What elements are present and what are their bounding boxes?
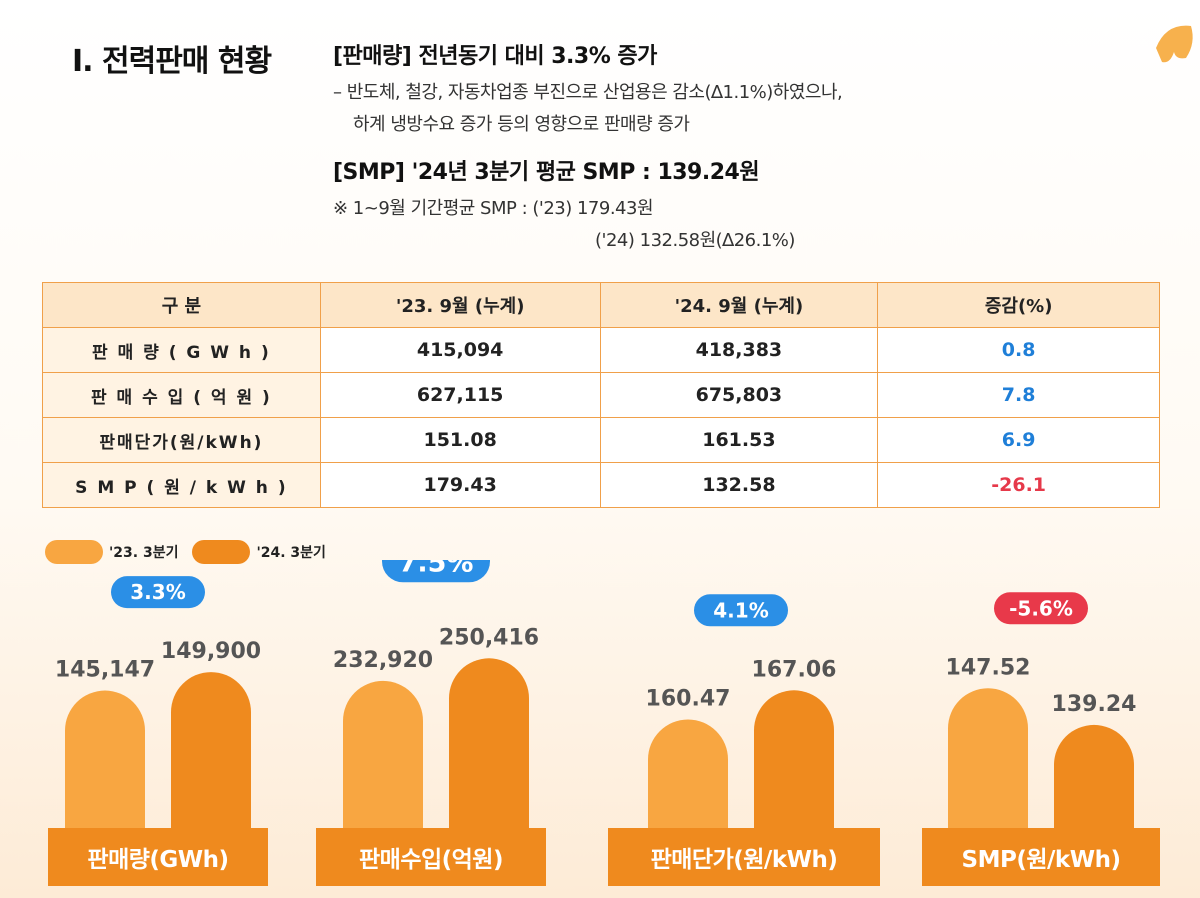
header-2023: '23. 9월 (누계) [319, 282, 601, 328]
cell-2023: 627,115 [319, 372, 601, 418]
growth-label-1: 7.5% [399, 560, 474, 578]
data-label-2024-2: 167.06 [752, 657, 837, 682]
chart-legend: '23. 3분기 '24. 3분기 [45, 540, 340, 564]
section-title: Ⅰ. 전력판매 현황 [72, 44, 272, 79]
cell-change: 7.8 [877, 372, 1160, 418]
data-label-2024-0: 149,900 [161, 639, 261, 664]
legend-swatch-2024 [192, 540, 251, 564]
sales-summary-table: 구 분 '23. 9월 (누계) '24. 9월 (누계) 증감(%) 판 매 … [42, 282, 1160, 508]
cell-2024: 675,803 [599, 372, 879, 418]
bar-2023-1 [343, 680, 423, 828]
header-change: 증감(%) [877, 282, 1160, 328]
growth-badge-3 [994, 592, 1088, 625]
header-2024: '24. 9월 (누계) [599, 282, 879, 328]
category-label-sales-volume: 판매량(GWh) [48, 828, 268, 886]
cell-2023: 179.43 [319, 462, 601, 508]
sales-detail-line-2: 하계 냉방수요 증가 등의 영향으로 판매량 증가 [353, 114, 690, 135]
summary-block: [판매량] 전년동기 대비 3.3% 증가 – 반도체, 철강, 자동차업종 부… [333, 38, 843, 252]
legend-label-2023: '23. 3분기 [109, 545, 179, 561]
growth-label-2: 4.1% [713, 598, 768, 622]
data-label-2023-1: 232,920 [333, 648, 433, 673]
sales-headline: [판매량] 전년동기 대비 3.3% 증가 [333, 44, 657, 69]
category-label-unit-price: 판매단가(원/kWh) [608, 828, 880, 886]
bar-2024-3 [1054, 724, 1134, 828]
legend-swatch-2023 [45, 540, 103, 564]
growth-label-0: 3.3% [130, 580, 185, 604]
bar-2024-1 [449, 658, 529, 828]
table-row: 판 매 량 ( G W h ) 415,094 418,383 0.8 [42, 327, 1160, 373]
bar-2023-0 [65, 690, 145, 828]
data-label-2023-0: 145,147 [55, 658, 155, 683]
legend-item-2023: '23. 3분기 [45, 540, 178, 564]
cell-2024: 132.58 [599, 462, 879, 508]
cell-change: 0.8 [877, 327, 1160, 373]
data-label-2023-3: 147.52 [946, 655, 1031, 680]
smp-detail-line-1: ※ 1~9월 기간평균 SMP : ('23) 179.43원 [333, 198, 654, 219]
row-label: 판 매 수 입 ( 억 원 ) [42, 372, 321, 418]
growth-badge-1 [382, 560, 490, 583]
cell-2024: 418,383 [599, 327, 879, 373]
data-label-2024-3: 139.24 [1052, 692, 1137, 717]
cell-2023: 415,094 [319, 327, 601, 373]
header-category: 구 분 [42, 282, 321, 328]
smp-detail-line-2: ('24) 132.58원(∆26.1%) [595, 230, 795, 251]
growth-badge-2 [694, 594, 788, 627]
category-label-sales-revenue: 판매수입(억원) [316, 828, 546, 886]
cell-change: -26.1 [877, 462, 1160, 508]
table-row: S M P ( 원 / k W h ) 179.43 132.58 -26.1 [42, 462, 1160, 508]
cell-change: 6.9 [877, 417, 1160, 463]
growth-badge-0 [111, 576, 205, 609]
cell-2024: 161.53 [599, 417, 879, 463]
table-header-row: 구 분 '23. 9월 (누계) '24. 9월 (누계) 증감(%) [42, 282, 1160, 328]
bar-2023-3 [948, 688, 1028, 828]
table-row: 판매단가(원/kWh) 151.08 161.53 6.9 [42, 417, 1160, 463]
growth-label-3: -5.6% [1009, 596, 1073, 620]
table-row: 판 매 수 입 ( 억 원 ) 627,115 675,803 7.8 [42, 372, 1160, 418]
sales-detail-line-1: – 반도체, 철강, 자동차업종 부진으로 산업용은 감소(∆1.1%)하였으나… [333, 82, 843, 103]
legend-label-2024: '24. 3분기 [256, 545, 326, 561]
ginkgo-leaf-icon [1156, 25, 1193, 63]
cell-2023: 151.08 [319, 417, 601, 463]
smp-headline: [SMP] '24년 3분기 평균 SMP : 139.24원 [333, 160, 760, 185]
bar-2024-2 [754, 690, 834, 828]
legend-item-2024: '24. 3분기 [192, 540, 326, 564]
bar-2024-0 [171, 672, 251, 828]
category-label-smp: SMP(원/kWh) [922, 828, 1160, 886]
row-label: 판 매 량 ( G W h ) [42, 327, 321, 373]
bar-2023-2 [648, 719, 728, 828]
row-label: 판매단가(원/kWh) [42, 417, 321, 463]
data-label-2024-1: 250,416 [439, 625, 539, 650]
row-label: S M P ( 원 / k W h ) [42, 462, 321, 508]
data-label-2023-2: 160.47 [646, 686, 731, 711]
